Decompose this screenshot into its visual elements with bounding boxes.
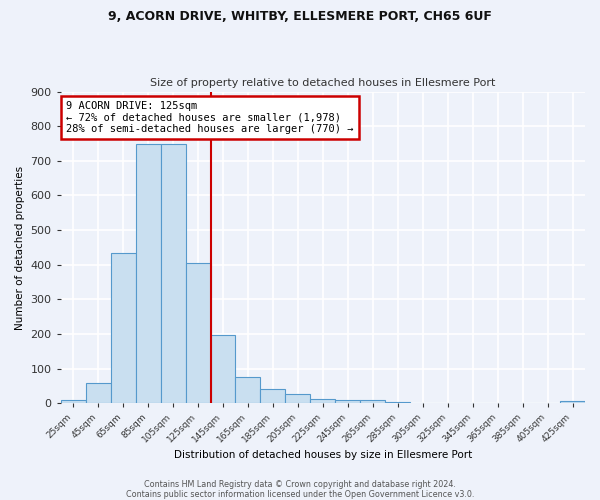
Bar [161, 144, 185, 404]
Bar [235, 376, 260, 404]
Text: Contains HM Land Registry data © Crown copyright and database right 2024.: Contains HM Land Registry data © Crown c… [144, 480, 456, 489]
Bar [310, 399, 335, 404]
Bar [86, 382, 110, 404]
Y-axis label: Number of detached properties: Number of detached properties [15, 166, 25, 330]
Text: Contains public sector information licensed under the Open Government Licence v3: Contains public sector information licen… [126, 490, 474, 499]
Bar [136, 144, 161, 404]
Bar [110, 252, 136, 404]
Title: Size of property relative to detached houses in Ellesmere Port: Size of property relative to detached ho… [150, 78, 496, 88]
Bar [211, 335, 235, 404]
Bar [361, 400, 385, 404]
Text: 9 ACORN DRIVE: 125sqm
← 72% of detached houses are smaller (1,978)
28% of semi-d: 9 ACORN DRIVE: 125sqm ← 72% of detached … [66, 101, 353, 134]
Bar [260, 389, 286, 404]
Bar [385, 402, 410, 404]
Bar [185, 263, 211, 404]
Bar [61, 400, 86, 404]
Bar [560, 401, 585, 404]
Bar [335, 400, 361, 404]
Bar [286, 394, 310, 404]
Text: 9, ACORN DRIVE, WHITBY, ELLESMERE PORT, CH65 6UF: 9, ACORN DRIVE, WHITBY, ELLESMERE PORT, … [108, 10, 492, 23]
X-axis label: Distribution of detached houses by size in Ellesmere Port: Distribution of detached houses by size … [174, 450, 472, 460]
